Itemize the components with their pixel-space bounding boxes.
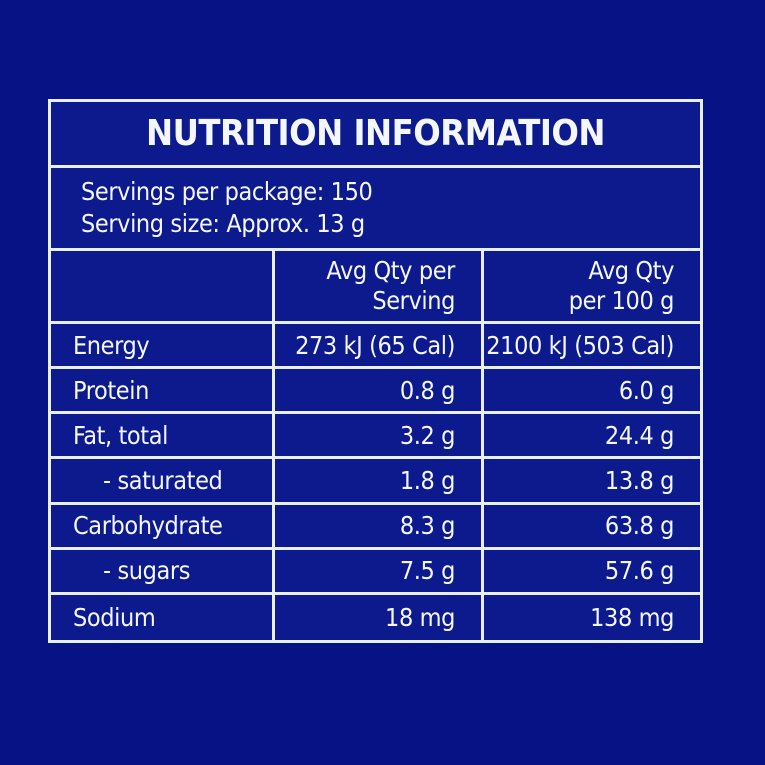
servings-per-package: Servings per package: 150 [81,176,373,206]
header-per-serving-line2: Serving [372,286,455,315]
nutrient-label: - saturated [51,459,275,505]
nutrient-label: Fat, total [51,414,275,460]
nutrient-per-100g-value: 57.6 g [484,550,700,595]
nutrient-per-serving-value: 1.8 g [275,459,484,505]
nutrient-label: - sugars [51,549,275,595]
nutrient-per-serving-value: 3.2 g [275,414,484,460]
header-per-serving-line1: Avg Qty per [326,256,455,285]
header-per-100g-line2: per 100 g [568,286,675,315]
nutrient-per-serving-value: 7.5 g [275,549,484,595]
nutrient-per-serving-value: 0.8 g [275,369,484,415]
nutrient-label: Sodium [51,594,275,640]
nutrient-label: Energy [51,324,275,370]
nutrient-per-100g-value: 24.4 g [484,414,700,460]
nutrient-per-serving-value: 273 kJ (65 Cal) [275,324,484,370]
header-per-100g: Avg Qty per 100 g [484,251,700,324]
nutrient-label: Protein [51,369,275,415]
header-blank-cell [51,251,275,324]
nutrient-label: Carbohydrate [51,504,275,550]
header-per-100g-line1: Avg Qty [588,256,674,285]
nutrient-per-100g-value: 63.8 g [484,505,700,550]
nutrient-per-100g-value: 6.0 g [484,369,700,415]
serving-size: Serving size: Approx. 13 g [81,209,365,238]
nutrition-table: Avg Qty per Serving Avg Qty per 100 g En… [51,251,700,640]
nutrient-per-serving-value: 18 mg [275,594,484,640]
servings-section: Servings per package: 150 Serving size: … [51,168,700,251]
nutrient-per-serving-value: 8.3 g [275,504,484,550]
nutrient-per-100g-value: 138 mg [590,602,674,632]
header-per-serving: Avg Qty per Serving [275,251,484,324]
nutrient-per-100g-value: 13.8 g [484,459,700,505]
nutrition-panel: NUTRITION INFORMATION Servings per packa… [48,99,703,643]
nutrient-per-100g-value: 2100 kJ (503 Cal) [484,324,700,370]
panel-title: NUTRITION INFORMATION [51,102,700,168]
